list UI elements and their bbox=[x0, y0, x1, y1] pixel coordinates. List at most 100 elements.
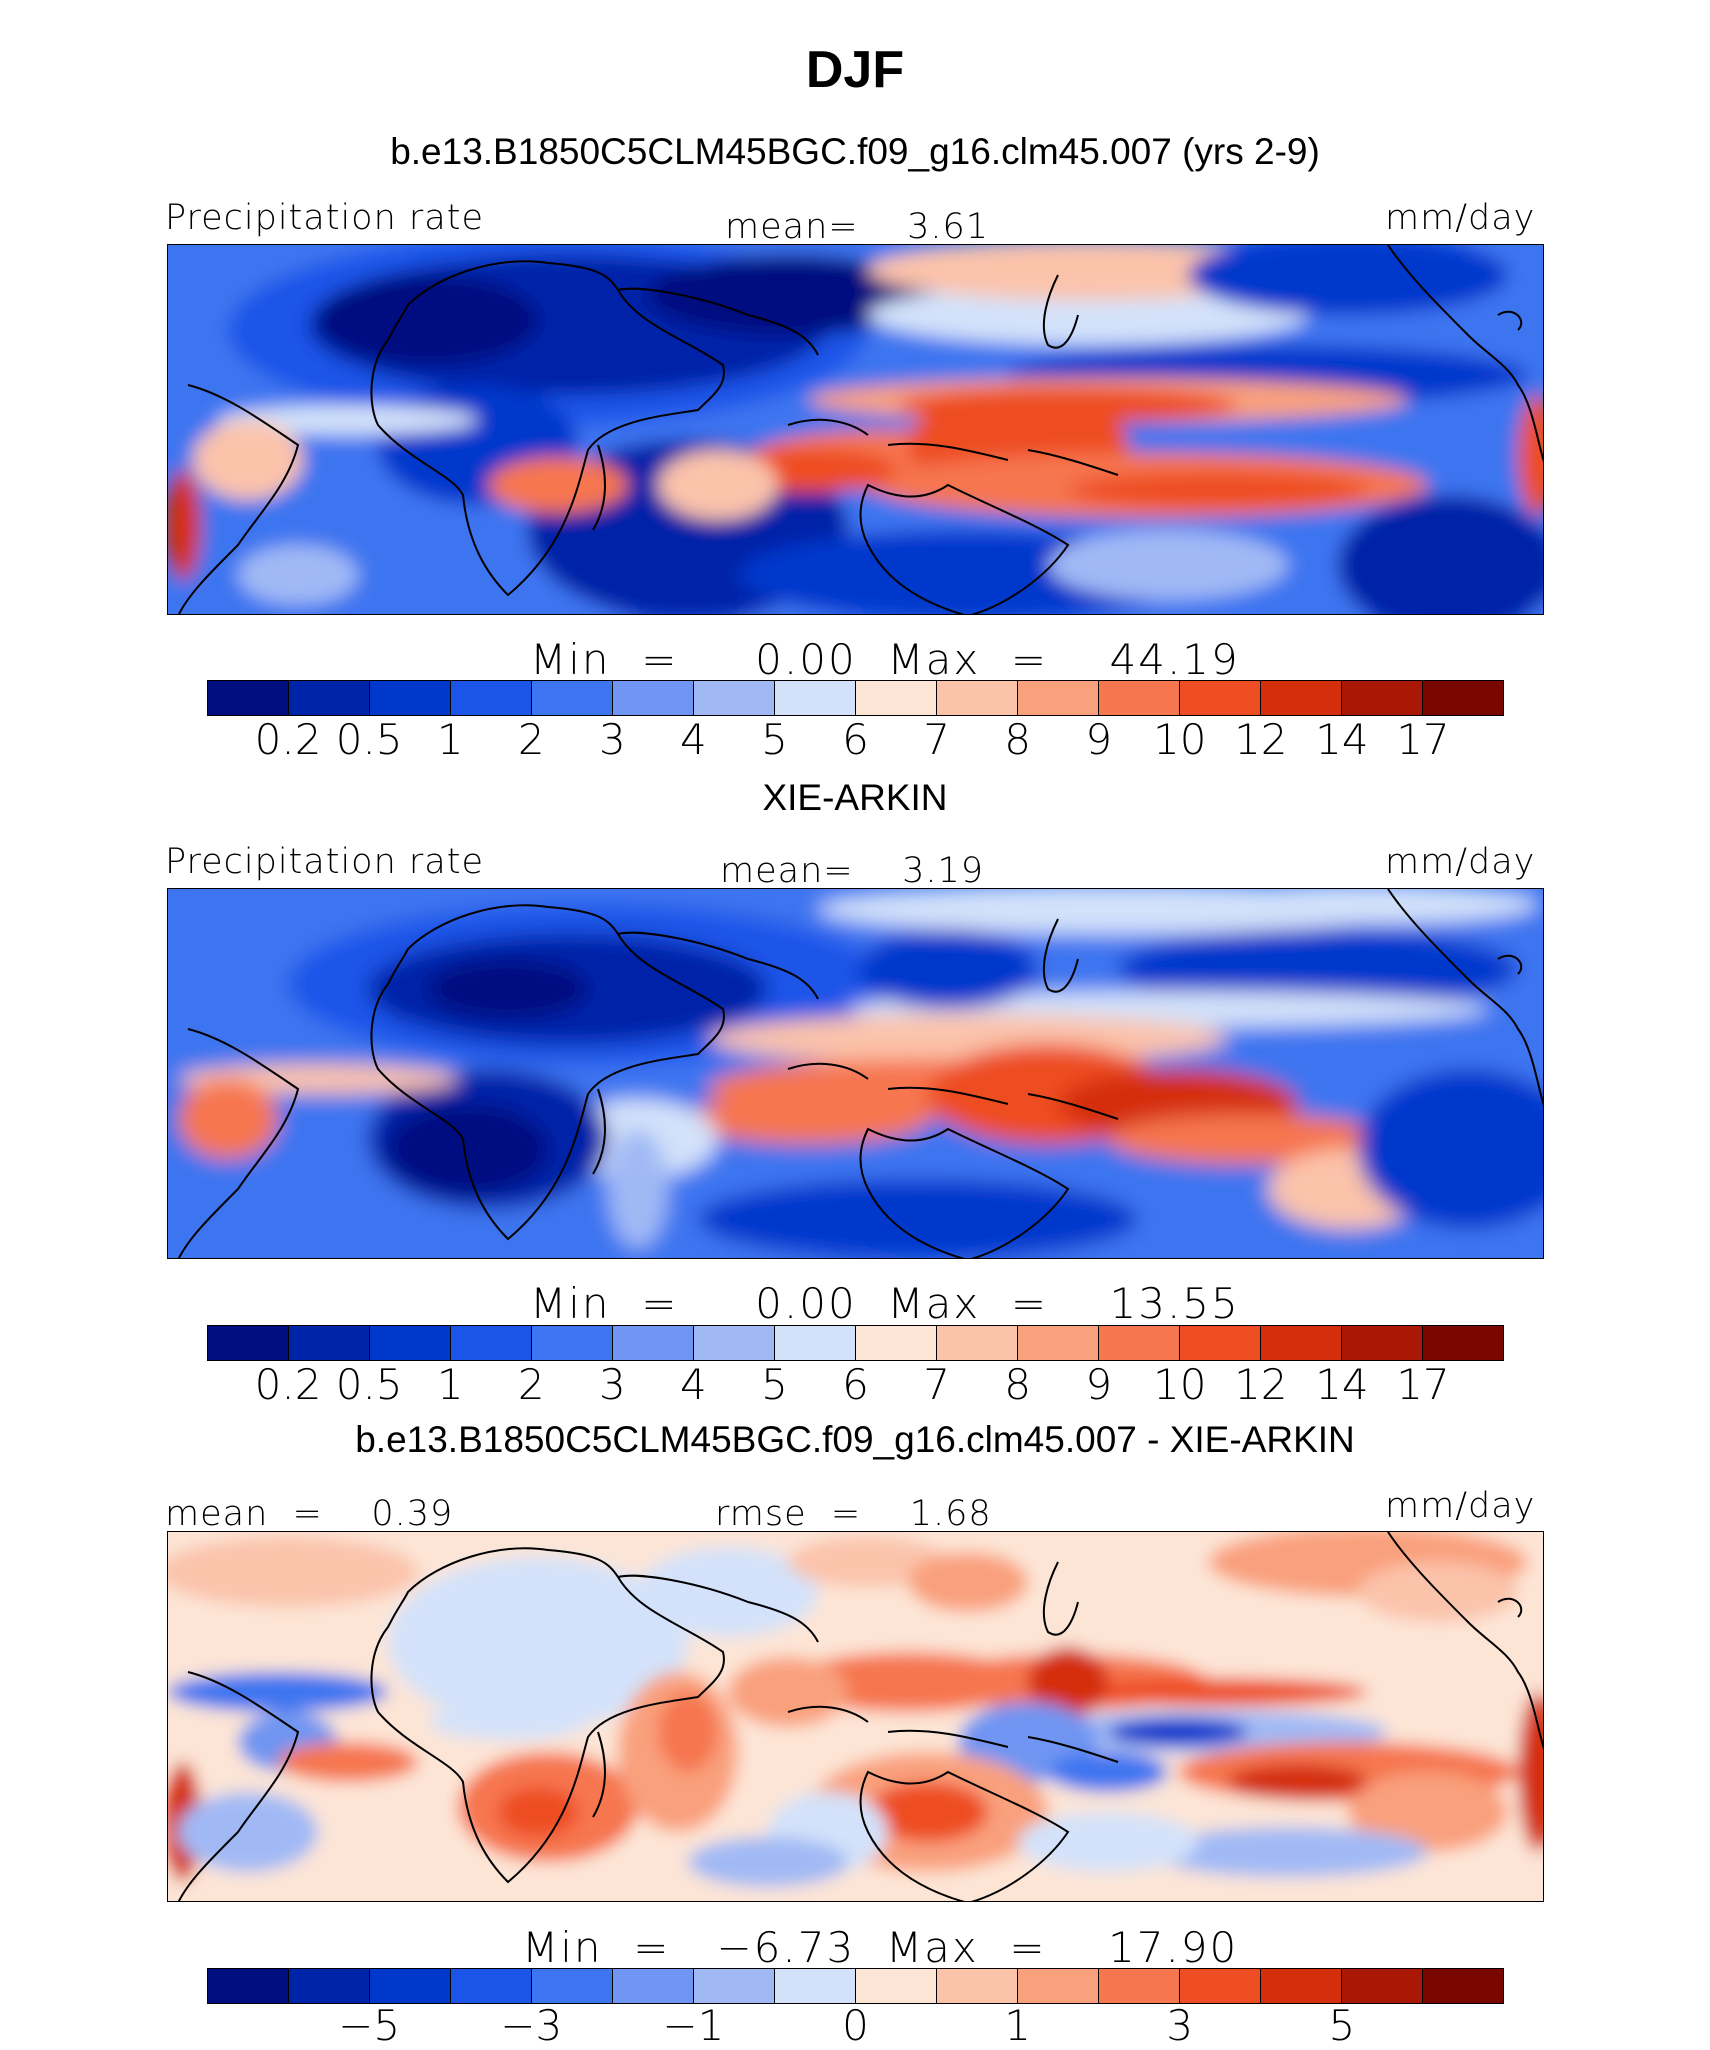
colorbar-segment bbox=[532, 1969, 613, 2003]
panel3-minmax: Min = −6.73 Max = 17.90 bbox=[522, 1923, 1239, 1972]
colorbar-segment bbox=[208, 1326, 289, 1360]
colorbar-tick-label: 8 bbox=[1004, 1360, 1031, 1409]
panel3-colorbar bbox=[207, 1968, 1504, 2004]
colorbar-tick-label: 6 bbox=[842, 1360, 869, 1409]
panel3-title: b.e13.B1850C5CLM45BGC.f09_g16.clm45.007 … bbox=[355, 1419, 1355, 1460]
colorbar-tick-label: 4 bbox=[680, 715, 707, 764]
panel2-minmax: Min = 0.00 Max = 13.55 bbox=[530, 1279, 1240, 1328]
colorbar-tick-label: 0.5 bbox=[335, 1360, 403, 1409]
colorbar-segment bbox=[613, 1969, 694, 2003]
colorbar-segment bbox=[856, 681, 937, 715]
panel2-map bbox=[167, 888, 1544, 1259]
colorbar-segment bbox=[370, 1969, 451, 2003]
colorbar-segment bbox=[1180, 1326, 1261, 1360]
panel1-map bbox=[167, 244, 1544, 615]
colorbar-tick-label: 3 bbox=[1166, 2001, 1194, 2050]
colorbar-segment bbox=[1261, 1969, 1342, 2003]
colorbar-segment bbox=[1342, 681, 1423, 715]
colorbar-segment bbox=[1423, 681, 1503, 715]
colorbar-tick-label: 5 bbox=[761, 1360, 788, 1409]
colorbar-tick-label: −3 bbox=[500, 2001, 563, 2050]
colorbar-tick-label: 2 bbox=[517, 1360, 545, 1409]
panel3-mean-label: mean = 0.39 bbox=[165, 1494, 454, 1534]
colorbar-segment bbox=[937, 681, 1018, 715]
colorbar-tick-label: 1 bbox=[436, 1360, 464, 1409]
colorbar-tick-label: 6 bbox=[842, 715, 869, 764]
colorbar-tick-label: 4 bbox=[680, 1360, 707, 1409]
colorbar-tick-label: 8 bbox=[1004, 715, 1031, 764]
colorbar-segment bbox=[694, 681, 775, 715]
colorbar-segment bbox=[532, 681, 613, 715]
colorbar-tick-label: 1 bbox=[1004, 2001, 1031, 2050]
colorbar-segment bbox=[451, 1326, 532, 1360]
colorbar-segment bbox=[1099, 1326, 1180, 1360]
colorbar-tick-label: 0.5 bbox=[335, 715, 403, 764]
colorbar-segment bbox=[1261, 681, 1342, 715]
colorbar-segment bbox=[289, 681, 370, 715]
colorbar-segment bbox=[775, 681, 856, 715]
panel1-title: b.e13.B1850C5CLM45BGC.f09_g16.clm45.007 … bbox=[390, 131, 1320, 172]
colorbar-segment bbox=[1180, 681, 1261, 715]
colorbar-segment bbox=[775, 1969, 856, 2003]
colorbar-segment bbox=[289, 1326, 370, 1360]
panel3-map bbox=[167, 1531, 1544, 1902]
panel1-units-label: mm/day bbox=[1385, 198, 1536, 238]
colorbar-tick-label: 5 bbox=[1328, 2001, 1356, 2050]
panel2-variable-label: Precipitation rate bbox=[165, 842, 484, 882]
panel1-variable-label: Precipitation rate bbox=[165, 198, 484, 238]
colorbar-segment bbox=[1018, 1969, 1099, 2003]
colorbar-tick-label: 1 bbox=[436, 715, 464, 764]
colorbar-segment bbox=[613, 681, 694, 715]
colorbar-tick-label: 10 bbox=[1153, 715, 1207, 764]
colorbar-segment bbox=[775, 1326, 856, 1360]
colorbar-tick-label: 7 bbox=[923, 1360, 950, 1409]
colorbar-segment bbox=[1342, 1969, 1423, 2003]
colorbar-segment bbox=[1180, 1969, 1261, 2003]
colorbar-segment bbox=[532, 1326, 613, 1360]
colorbar-segment bbox=[208, 1969, 289, 2003]
colorbar-segment bbox=[1261, 1326, 1342, 1360]
panel2-units-label: mm/day bbox=[1385, 842, 1536, 882]
colorbar-segment bbox=[1423, 1969, 1503, 2003]
colorbar-tick-label: 12 bbox=[1234, 715, 1288, 764]
panel1-mean-label: mean= 3.61 bbox=[725, 207, 990, 247]
colorbar-tick-label: 9 bbox=[1085, 715, 1113, 764]
colorbar-tick-label: 3 bbox=[598, 715, 626, 764]
colorbar-tick-label: −1 bbox=[662, 2001, 725, 2050]
panel2-colorbar bbox=[207, 1325, 1504, 1361]
colorbar-segment bbox=[451, 681, 532, 715]
colorbar-segment bbox=[1342, 1326, 1423, 1360]
colorbar-tick-label: 3 bbox=[598, 1360, 626, 1409]
colorbar-segment bbox=[856, 1326, 937, 1360]
colorbar-segment bbox=[1018, 681, 1099, 715]
colorbar-segment bbox=[856, 1969, 937, 2003]
colorbar-tick-label: −5 bbox=[338, 2001, 401, 2050]
panel2-title: XIE-ARKIN bbox=[762, 777, 948, 818]
colorbar-tick-label: 12 bbox=[1234, 1360, 1288, 1409]
panel1-minmax: Min = 0.00 Max = 44.19 bbox=[530, 635, 1240, 684]
figure-title: DJF bbox=[805, 41, 905, 99]
colorbar-tick-label: 0 bbox=[842, 2001, 869, 2050]
colorbar-segment bbox=[937, 1326, 1018, 1360]
colorbar-tick-label: 0.2 bbox=[254, 1360, 322, 1409]
colorbar-segment bbox=[451, 1969, 532, 2003]
colorbar-tick-label: 17 bbox=[1396, 1360, 1450, 1409]
colorbar-segment bbox=[289, 1969, 370, 2003]
panel3-rmse-label: rmse = 1.68 bbox=[715, 1494, 992, 1534]
colorbar-tick-label: 0.2 bbox=[254, 715, 322, 764]
colorbar-segment bbox=[1423, 1326, 1503, 1360]
colorbar-segment bbox=[1099, 1969, 1180, 2003]
colorbar-tick-label: 10 bbox=[1153, 1360, 1207, 1409]
colorbar-segment bbox=[937, 1969, 1018, 2003]
colorbar-segment bbox=[208, 681, 289, 715]
colorbar-segment bbox=[370, 681, 451, 715]
panel2-mean-label: mean= 3.19 bbox=[720, 851, 985, 891]
colorbar-segment bbox=[1099, 681, 1180, 715]
colorbar-tick-label: 5 bbox=[761, 715, 788, 764]
colorbar-segment bbox=[694, 1326, 775, 1360]
colorbar-tick-label: 2 bbox=[517, 715, 545, 764]
colorbar-tick-label: 17 bbox=[1396, 715, 1450, 764]
panel1-colorbar bbox=[207, 680, 1504, 716]
colorbar-segment bbox=[694, 1969, 775, 2003]
colorbar-segment bbox=[370, 1326, 451, 1360]
